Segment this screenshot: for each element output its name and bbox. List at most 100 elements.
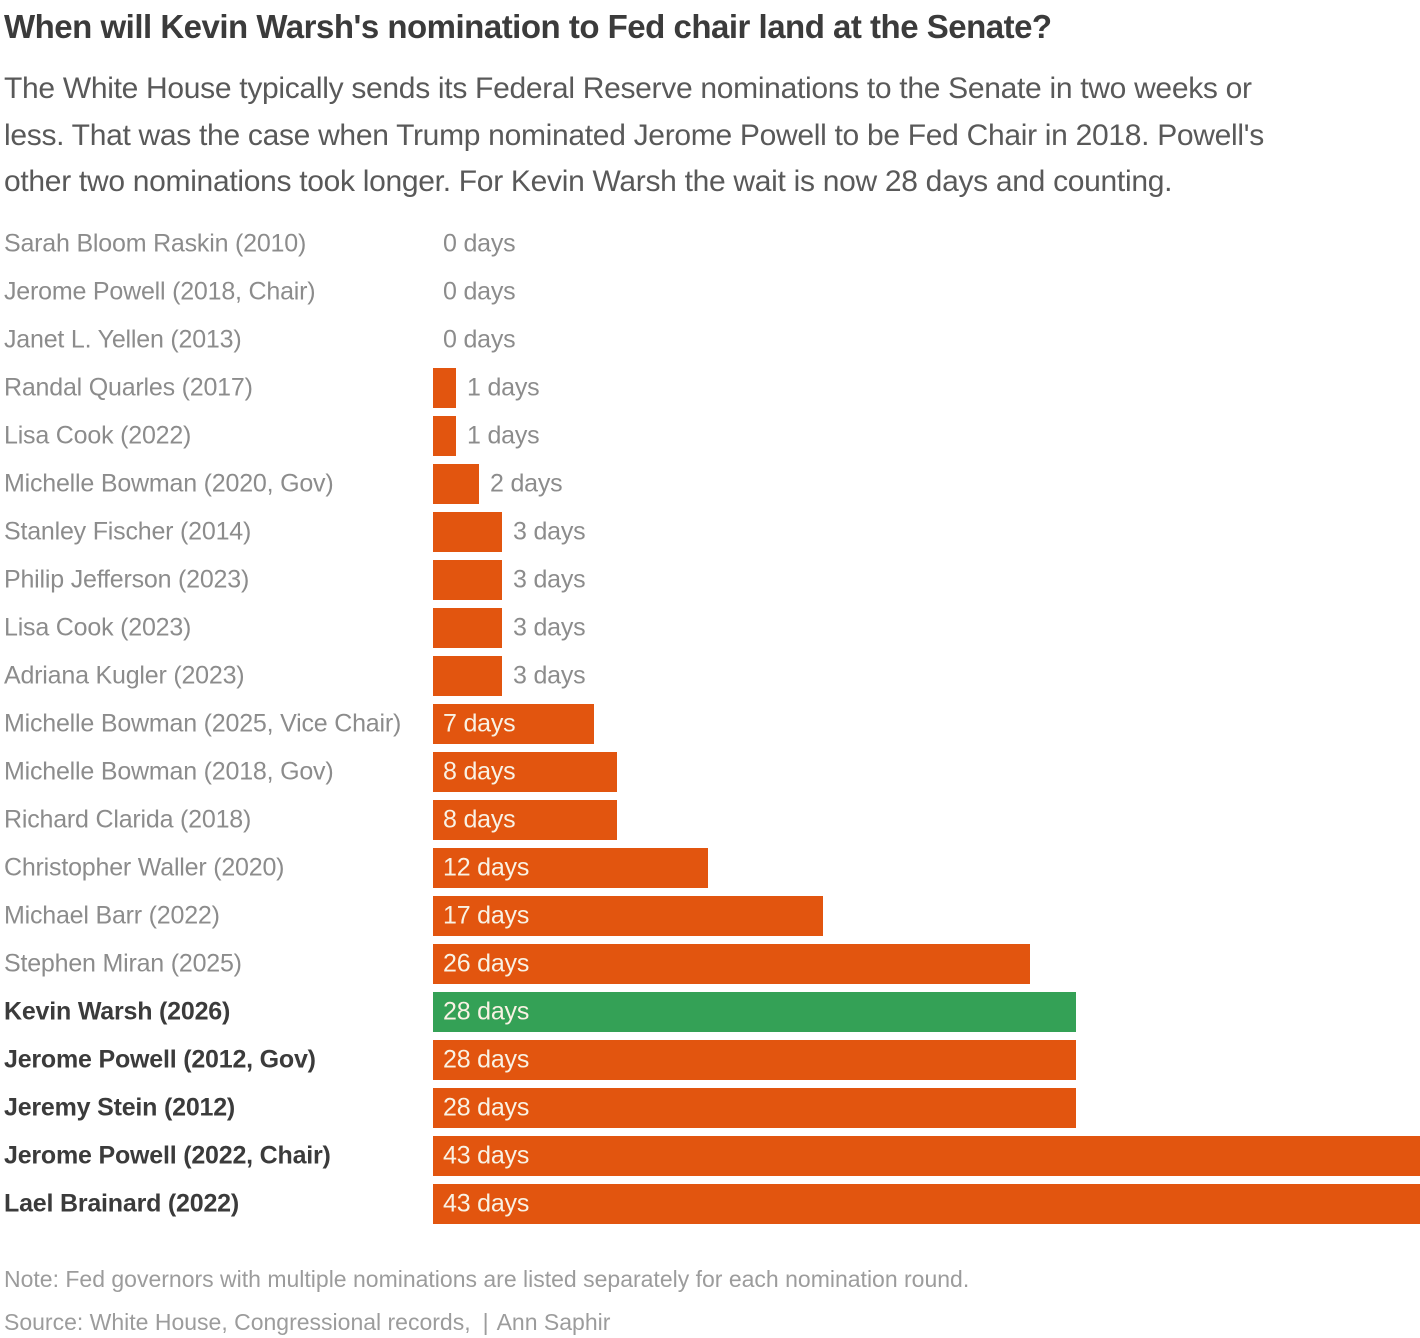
- chart-row: Michael Barr (2022) 17 days: [0, 892, 1420, 940]
- bar: [433, 752, 617, 792]
- bar-value-label: 7 days: [443, 709, 516, 738]
- bar-value-label: 26 days: [443, 949, 530, 978]
- source-separator: |: [482, 1309, 489, 1335]
- chart-row: Lisa Cook (2023) 3 days: [0, 604, 1420, 652]
- bar: [433, 1040, 1076, 1080]
- chart-row: Lael Brainard (2022) 43 days: [0, 1180, 1420, 1228]
- chart-subtitle: The White House typically sends its Fede…: [4, 66, 1264, 206]
- bar: [433, 560, 502, 600]
- chart-title: When will Kevin Warsh's nomination to Fe…: [4, 8, 1052, 45]
- chart-row: Randal Quarles (2017) 1 days: [0, 364, 1420, 412]
- row-label: Michelle Bowman (2025, Vice Chair): [4, 709, 402, 738]
- chart-source: Source: White House, Congressional recor…: [4, 1309, 610, 1336]
- bar-value-label: 28 days: [443, 1093, 530, 1122]
- bar-area: 28 days: [433, 1040, 1420, 1080]
- bar-highlight: [433, 992, 1076, 1032]
- chart-row: Stanley Fischer (2014) 3 days: [0, 508, 1420, 556]
- bar-area: 3 days: [433, 656, 1420, 696]
- bar-value-label: 3 days: [513, 565, 586, 594]
- bar-value-label: 0 days: [443, 277, 516, 306]
- row-label: Kevin Warsh (2026): [4, 997, 231, 1026]
- bar-area: 12 days: [433, 848, 1420, 888]
- chart-row: Lisa Cook (2022) 1 days: [0, 412, 1420, 460]
- subtitle-line: less. That was the case when Trump nomin…: [4, 118, 1264, 152]
- bar: [433, 1088, 1076, 1128]
- bar-chart: Sarah Bloom Raskin (2010) 0 days Jerome Po…: [0, 220, 1420, 1230]
- bar-area: 0 days: [433, 320, 1420, 360]
- row-label: Lael Brainard (2022): [4, 1189, 239, 1218]
- bar-area: 8 days: [433, 800, 1420, 840]
- chart-row: Michelle Bowman (2018, Gov) 8 days: [0, 748, 1420, 796]
- bar-area: 7 days: [433, 704, 1420, 744]
- bar-value-label: 12 days: [443, 853, 530, 882]
- bar-area: 3 days: [433, 560, 1420, 600]
- bar-value-label: 0 days: [443, 229, 516, 258]
- bar: [433, 800, 617, 840]
- bar-area: 0 days: [433, 224, 1420, 264]
- chart-row: Michelle Bowman (2025, Vice Chair) 7 days: [0, 700, 1420, 748]
- row-label: Richard Clarida (2018): [4, 805, 252, 834]
- chart-row: Kevin Warsh (2026) 28 days: [0, 988, 1420, 1036]
- chart-row: Richard Clarida (2018) 8 days: [0, 796, 1420, 844]
- bar: [433, 464, 479, 504]
- byline: Ann Saphir: [496, 1309, 611, 1335]
- row-label: Janet L. Yellen (2013): [4, 325, 242, 354]
- row-label: Philip Jefferson (2023): [4, 565, 250, 594]
- bar-area: 1 days: [433, 416, 1420, 456]
- bar-area: 0 days: [433, 272, 1420, 312]
- bar-value-label: 3 days: [513, 661, 586, 690]
- bar-area: 28 days: [433, 1088, 1420, 1128]
- bar-value-label: 0 days: [443, 325, 516, 354]
- chart-row: Adriana Kugler (2023) 3 days: [0, 652, 1420, 700]
- chart-row: Sarah Bloom Raskin (2010) 0 days: [0, 220, 1420, 268]
- bar: [433, 1136, 1420, 1176]
- subtitle-line: other two nominations took longer. For K…: [4, 165, 1173, 198]
- subtitle-line: The White House typically sends its Fede…: [4, 72, 1252, 105]
- bar-value-label: 17 days: [443, 901, 530, 930]
- chart-row: Jerome Powell (2022, Chair) 43 days: [0, 1132, 1420, 1180]
- chart-row: Jerome Powell (2018, Chair) 0 days: [0, 268, 1420, 316]
- bar-value-label: 43 days: [443, 1141, 530, 1170]
- bar-value-label: 2 days: [490, 469, 563, 498]
- chart-row: Philip Jefferson (2023) 3 days: [0, 556, 1420, 604]
- bar-value-label: 28 days: [443, 997, 530, 1026]
- bar-area: 2 days: [433, 464, 1420, 504]
- bar-area: 43 days: [433, 1184, 1420, 1224]
- row-label: Jerome Powell (2022, Chair): [4, 1141, 331, 1170]
- bar-area: 43 days: [433, 1136, 1420, 1176]
- bar: [433, 848, 708, 888]
- bar-area: 1 days: [433, 368, 1420, 408]
- chart-note: Note: Fed governors with multiple nomina…: [4, 1266, 970, 1292]
- row-label: Lisa Cook (2022): [4, 421, 192, 450]
- source-text: Source: White House, Congressional recor…: [4, 1309, 471, 1335]
- bar: [433, 896, 823, 936]
- bar: [433, 656, 502, 696]
- bar: [433, 368, 456, 408]
- bar: [433, 416, 456, 456]
- chart-row: Christopher Waller (2020) 12 days: [0, 844, 1420, 892]
- row-label: Stephen Miran (2025): [4, 949, 242, 978]
- row-label: Christopher Waller (2020): [4, 853, 285, 882]
- bar: [433, 1184, 1420, 1224]
- row-label: Michelle Bowman (2020, Gov): [4, 469, 334, 498]
- bar: [433, 944, 1030, 984]
- chart-row: Janet L. Yellen (2013) 0 days: [0, 316, 1420, 364]
- row-label: Michael Barr (2022): [4, 901, 220, 930]
- chart-row: Michelle Bowman (2020, Gov) 2 days: [0, 460, 1420, 508]
- bar-value-label: 1 days: [467, 373, 540, 402]
- row-label: Randal Quarles (2017): [4, 373, 253, 402]
- bar: [433, 704, 594, 744]
- row-label: Michelle Bowman (2018, Gov): [4, 757, 334, 786]
- bar: [433, 608, 502, 648]
- bar: [433, 512, 502, 552]
- bar-area: 8 days: [433, 752, 1420, 792]
- bar-area: 3 days: [433, 512, 1420, 552]
- bar-value-label: 8 days: [443, 757, 516, 786]
- bar-value-label: 43 days: [443, 1189, 530, 1218]
- bar-value-label: 3 days: [513, 613, 586, 642]
- bar-value-label: 28 days: [443, 1045, 530, 1074]
- bar-area: 28 days: [433, 992, 1420, 1032]
- row-label: Stanley Fischer (2014): [4, 517, 252, 546]
- row-label: Sarah Bloom Raskin (2010): [4, 229, 307, 258]
- chart-row: Jeremy Stein (2012) 28 days: [0, 1084, 1420, 1132]
